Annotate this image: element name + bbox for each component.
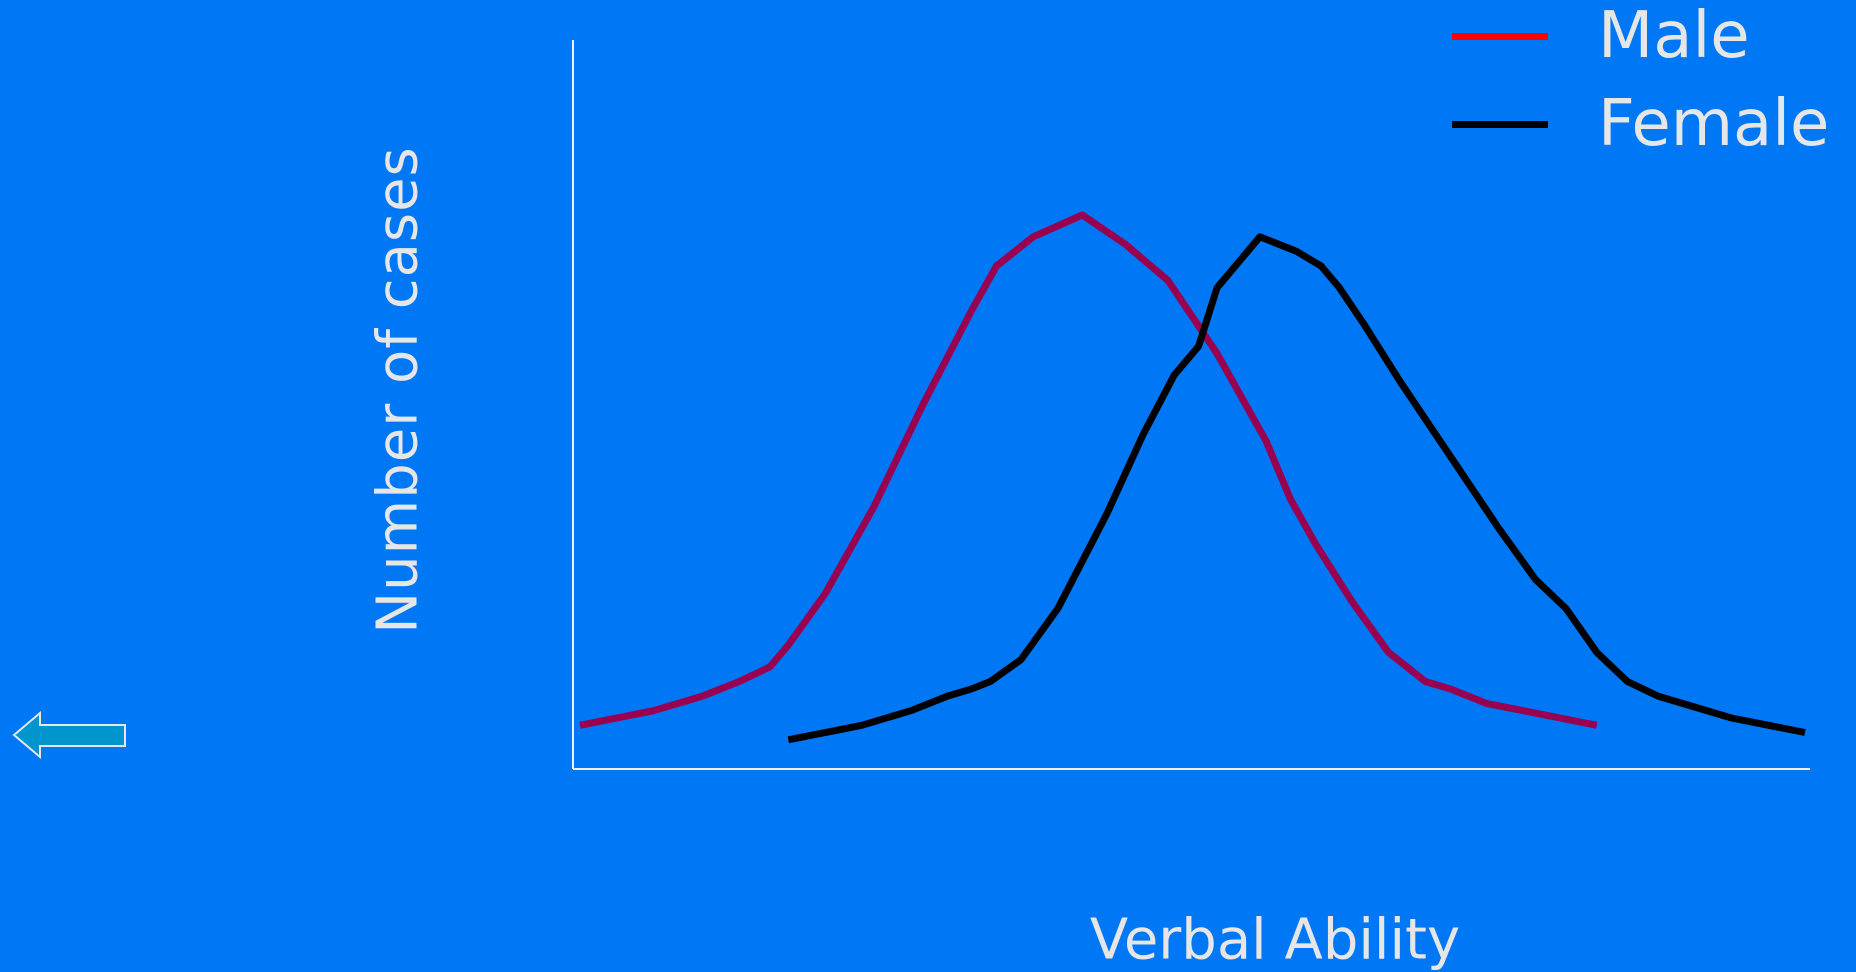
x-axis-label: Verbal Ability	[1089, 907, 1461, 972]
series-layer	[579, 211, 1806, 744]
legend-label-male: Male	[1598, 0, 1750, 73]
legend-item-female: Female	[1452, 80, 1829, 168]
legend-swatch-female	[1452, 120, 1548, 128]
legend-item-male: Male	[1452, 0, 1829, 80]
legend-swatch-male	[1452, 32, 1548, 40]
back-arrow-shape	[12, 710, 126, 760]
series-line-male	[579, 211, 1598, 729]
series-line-female	[787, 233, 1806, 744]
y-axis-label: Number of cases	[365, 146, 431, 634]
legend: Male Female	[1452, 0, 1829, 168]
left-arrow-icon[interactable]	[12, 710, 128, 760]
legend-label-female: Female	[1598, 87, 1830, 161]
